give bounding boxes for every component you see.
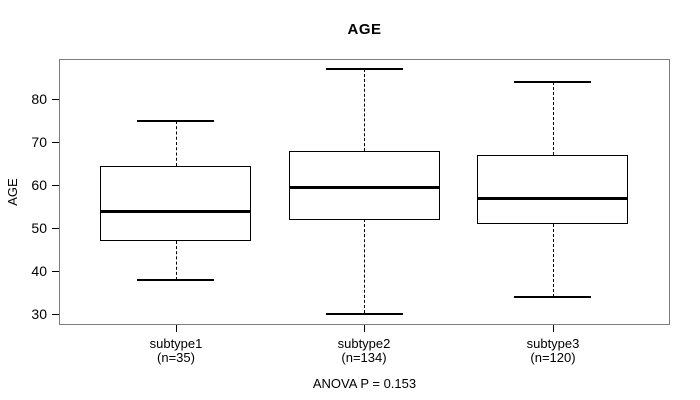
median-line bbox=[477, 197, 628, 200]
y-axis-tick bbox=[52, 99, 59, 100]
y-axis-tick-label: 40 bbox=[31, 263, 47, 279]
y-axis-tick-label: 50 bbox=[31, 220, 47, 236]
whisker-cap-lower bbox=[137, 279, 214, 281]
y-axis-tick bbox=[52, 271, 59, 272]
whisker-lower bbox=[553, 224, 554, 297]
whisker-lower bbox=[364, 219, 365, 313]
median-line bbox=[289, 186, 440, 189]
whisker-cap-upper bbox=[137, 120, 214, 122]
box-subtype2 bbox=[289, 151, 440, 220]
category-label: subtype1 bbox=[149, 336, 203, 351]
box-subtype3 bbox=[477, 155, 628, 224]
category-sublabel: (n=134) bbox=[341, 350, 387, 365]
y-axis-tick bbox=[52, 142, 59, 143]
category-sublabel: (n=120) bbox=[530, 350, 576, 365]
whisker-upper bbox=[176, 121, 177, 166]
x-axis-tick bbox=[553, 325, 554, 332]
y-axis-tick-label: 30 bbox=[31, 306, 47, 322]
y-axis-tick-label: 80 bbox=[31, 91, 47, 107]
chart-title: AGE bbox=[347, 21, 382, 38]
whisker-cap-upper bbox=[326, 68, 403, 70]
whisker-cap-upper bbox=[514, 81, 591, 83]
y-axis-tick-label: 70 bbox=[31, 134, 47, 150]
whisker-cap-lower bbox=[514, 296, 591, 298]
whisker-cap-lower bbox=[326, 313, 403, 315]
x-axis-tick bbox=[364, 325, 365, 332]
category-label: subtype3 bbox=[526, 336, 580, 351]
median-line bbox=[100, 210, 251, 213]
anova-annotation: ANOVA P = 0.153 bbox=[312, 376, 417, 391]
category-label: subtype2 bbox=[337, 336, 391, 351]
whisker-upper bbox=[553, 82, 554, 155]
y-axis-tick bbox=[52, 314, 59, 315]
whisker-upper bbox=[364, 69, 365, 151]
x-axis-tick bbox=[176, 325, 177, 332]
y-axis-tick bbox=[52, 185, 59, 186]
box-subtype1 bbox=[100, 166, 251, 241]
y-axis-tick-label: 60 bbox=[31, 177, 47, 193]
y-axis-tick bbox=[52, 228, 59, 229]
whisker-lower bbox=[176, 241, 177, 280]
category-sublabel: (n=35) bbox=[157, 350, 195, 365]
